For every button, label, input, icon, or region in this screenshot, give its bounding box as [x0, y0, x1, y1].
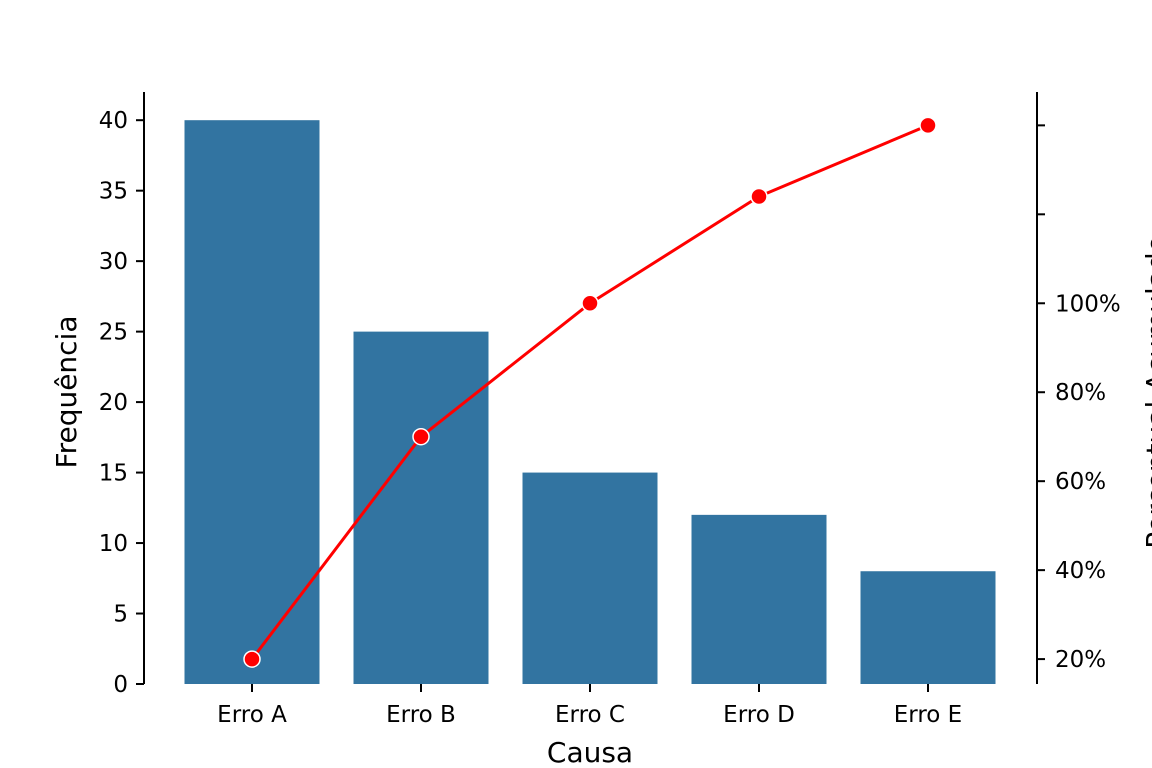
y2-tick-label: 40%: [1055, 558, 1106, 584]
cumulative-line-layer: [243, 116, 937, 668]
y2-tick-label: 20%: [1055, 647, 1106, 673]
x-tick-label: Erro B: [386, 702, 456, 728]
x-axis-title: Causa: [547, 736, 633, 768]
y-axis-title: Frequência: [50, 315, 83, 468]
cumulative-point-erro-b: [412, 427, 430, 446]
y-tick-label: 0: [113, 672, 128, 698]
bar-erro-a: [184, 120, 320, 684]
y-tick-label: 20: [99, 390, 128, 416]
y2-tick-label: 60%: [1055, 469, 1106, 495]
bar-erro-b: [353, 331, 489, 684]
y2-tick-label: 100%: [1055, 291, 1121, 317]
y-tick-label: 5: [113, 602, 128, 628]
y2-axis-title: Percentual Acumulado: [1140, 235, 1152, 549]
y-tick-label: 25: [99, 320, 128, 346]
x-tick-label: Erro E: [894, 702, 962, 728]
y-tick-label: 40: [99, 108, 128, 134]
x-tick-label: Erro D: [723, 702, 795, 728]
cumulative-point-erro-d: [750, 187, 768, 206]
bars-layer: [184, 120, 996, 684]
cumulative-point-erro-a: [243, 650, 261, 668]
cumulative-point-erro-c: [581, 294, 599, 313]
bar-erro-c: [522, 472, 658, 684]
y-tick-label: 35: [99, 179, 128, 205]
y-tick-label: 10: [99, 531, 128, 557]
axes-layer: 0 5 10 15 20 25 30 35 40 20% 40% 60% 80% 100% Erro A Er…: [99, 92, 1121, 728]
bar-erro-d: [691, 514, 827, 684]
y2-tick-label: 80%: [1055, 380, 1106, 406]
y-tick-label: 15: [99, 461, 128, 487]
x-tick-label: Erro C: [555, 702, 625, 728]
cumulative-point-erro-e: [919, 116, 937, 135]
y-tick-label: 30: [99, 249, 128, 275]
x-tick-label: Erro A: [217, 702, 287, 728]
bar-erro-e: [860, 571, 996, 684]
